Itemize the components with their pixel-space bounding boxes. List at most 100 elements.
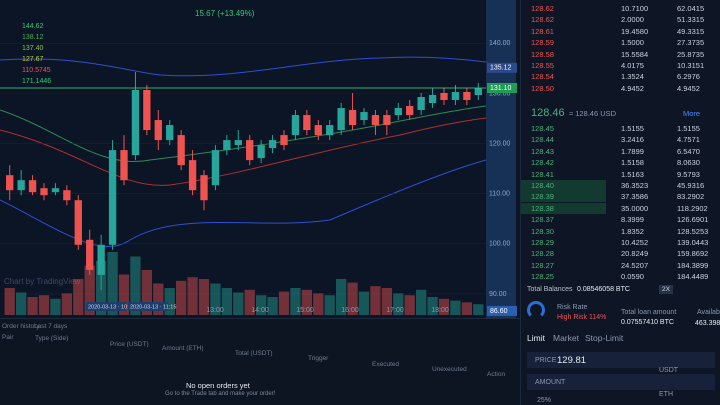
book-price: 128.44 xyxy=(531,135,554,145)
book-amount: 3.2416 xyxy=(621,135,644,145)
candle-body xyxy=(280,135,288,146)
book-total: 62.0415 xyxy=(677,4,705,13)
candle-body xyxy=(63,190,71,201)
order-type-tab[interactable]: Limit xyxy=(527,333,545,343)
book-price: 128.58 xyxy=(531,49,554,59)
column-header: Action xyxy=(487,371,506,378)
book-total: 49.3315 xyxy=(677,26,705,36)
book-price: 128.45 xyxy=(531,124,554,133)
book-price: 128.37 xyxy=(531,215,554,225)
volume-bar xyxy=(393,293,404,315)
amount-unit: ETH xyxy=(659,391,673,398)
legend-value: 110.5745 xyxy=(22,67,51,74)
ma-red xyxy=(0,117,487,186)
candle-body xyxy=(394,108,402,116)
volume-bar xyxy=(244,289,255,315)
candle-body xyxy=(406,106,414,116)
loan-value: 0.07557410 BTC xyxy=(621,319,674,326)
volume-bar xyxy=(107,252,118,315)
price-label: PRICE xyxy=(535,357,557,364)
orders-tab[interactable]: Last 7 days xyxy=(34,323,68,330)
volume-bar xyxy=(27,297,38,315)
depth-bar xyxy=(521,191,606,203)
book-total: 25.8735 xyxy=(677,49,705,59)
volume-bar xyxy=(61,293,72,315)
candle-body xyxy=(291,115,300,136)
date-tag-bg xyxy=(128,302,168,311)
order-type-tab[interactable]: Market xyxy=(553,333,579,343)
book-total: 159.8692 xyxy=(677,249,709,259)
orders-tab[interactable]: Order history xyxy=(2,323,40,330)
book-total: 184.3899 xyxy=(677,260,709,270)
candle-body xyxy=(28,180,37,193)
ma-green xyxy=(0,105,487,162)
more-link: More xyxy=(683,109,701,118)
legend-value: 127.67 xyxy=(22,56,44,63)
x-tick-label: 15:00 xyxy=(296,307,314,314)
volume-bar xyxy=(198,279,210,315)
book-total: 8.0630 xyxy=(677,158,700,168)
date-tag: 2020-03-13 · 11:15 xyxy=(130,304,176,310)
volume-bar xyxy=(210,283,221,315)
candle-body xyxy=(451,91,460,101)
volume-bar xyxy=(427,297,438,315)
volume-bar xyxy=(50,298,61,315)
orders-panel: Order history Last 7 days Pair Type (Side) P… xyxy=(0,318,520,405)
book-total: 126.6901 xyxy=(677,215,709,225)
watermark: Chart by TradingView xyxy=(4,277,81,286)
candle-body xyxy=(314,125,322,136)
mid-usd: ≈ 128.46 USD xyxy=(569,109,617,118)
balance-value: 0.08546058 BTC xyxy=(577,286,630,293)
volume-bar xyxy=(153,283,164,315)
book-price: 128.41 xyxy=(531,169,554,179)
risk-level: High Risk xyxy=(557,314,587,321)
book-total: 10.3151 xyxy=(677,61,705,70)
legend-value: 144.62 xyxy=(22,23,44,30)
candle-body xyxy=(223,140,231,151)
percent-button: 25% xyxy=(537,397,552,404)
book-amount: 35.0000 xyxy=(621,203,649,213)
candle-body xyxy=(120,150,128,181)
y-tick-label: 110.00 xyxy=(489,191,510,198)
order-type-tab[interactable]: Stop-Limit xyxy=(585,333,624,343)
book-amount: 24.5207 xyxy=(621,260,649,270)
price-input: 129.81 xyxy=(557,355,587,366)
book-total: 1.5155 xyxy=(677,124,700,133)
book-amount: 4.0175 xyxy=(621,61,644,70)
column-header: Amount (ETH) xyxy=(162,345,204,352)
volume-bar xyxy=(358,291,370,315)
volume-bar xyxy=(4,288,15,315)
volume-bar xyxy=(141,270,152,315)
book-amount: 4.9452 xyxy=(621,83,644,93)
book-total: 184.4489 xyxy=(677,272,709,282)
book-total: 118.2902 xyxy=(677,203,708,213)
volume-bar xyxy=(461,302,472,315)
book-total: 6.5470 xyxy=(677,146,700,156)
volume-bar xyxy=(278,291,290,315)
mid-price: 128.46 xyxy=(531,107,565,119)
book-amount: 1.8352 xyxy=(621,226,644,236)
candle-body xyxy=(143,89,151,131)
y-tick-label: 90.00 xyxy=(489,291,507,298)
date-tag: 2020-03-13 · 10:15 xyxy=(88,304,135,310)
high-tag: 135.12 xyxy=(490,65,512,72)
volume-bar xyxy=(324,295,335,315)
book-price: 128.54 xyxy=(531,72,554,82)
gauge xyxy=(527,301,545,319)
band-upper xyxy=(0,56,487,77)
x-tick-label: 13:00 xyxy=(206,307,224,314)
candle-body xyxy=(74,200,82,245)
candle-body xyxy=(211,150,220,186)
volume-bar xyxy=(256,295,267,315)
empty-message: No open orders yet xyxy=(186,381,250,390)
candle-body xyxy=(348,110,357,126)
book-price: 128.62 xyxy=(531,4,554,13)
volume-bar xyxy=(164,288,175,315)
toolbar-price: 15.67 (+13.49%) xyxy=(195,9,255,18)
depth-bar xyxy=(521,180,606,191)
empty-hint: Go to the Trade tab and make your order! xyxy=(165,391,276,397)
book-total: 9.5793 xyxy=(677,169,700,179)
book-price: 128.42 xyxy=(531,158,554,168)
low-tag: 86.60 xyxy=(490,308,508,315)
book-total: 27.3735 xyxy=(677,38,705,48)
